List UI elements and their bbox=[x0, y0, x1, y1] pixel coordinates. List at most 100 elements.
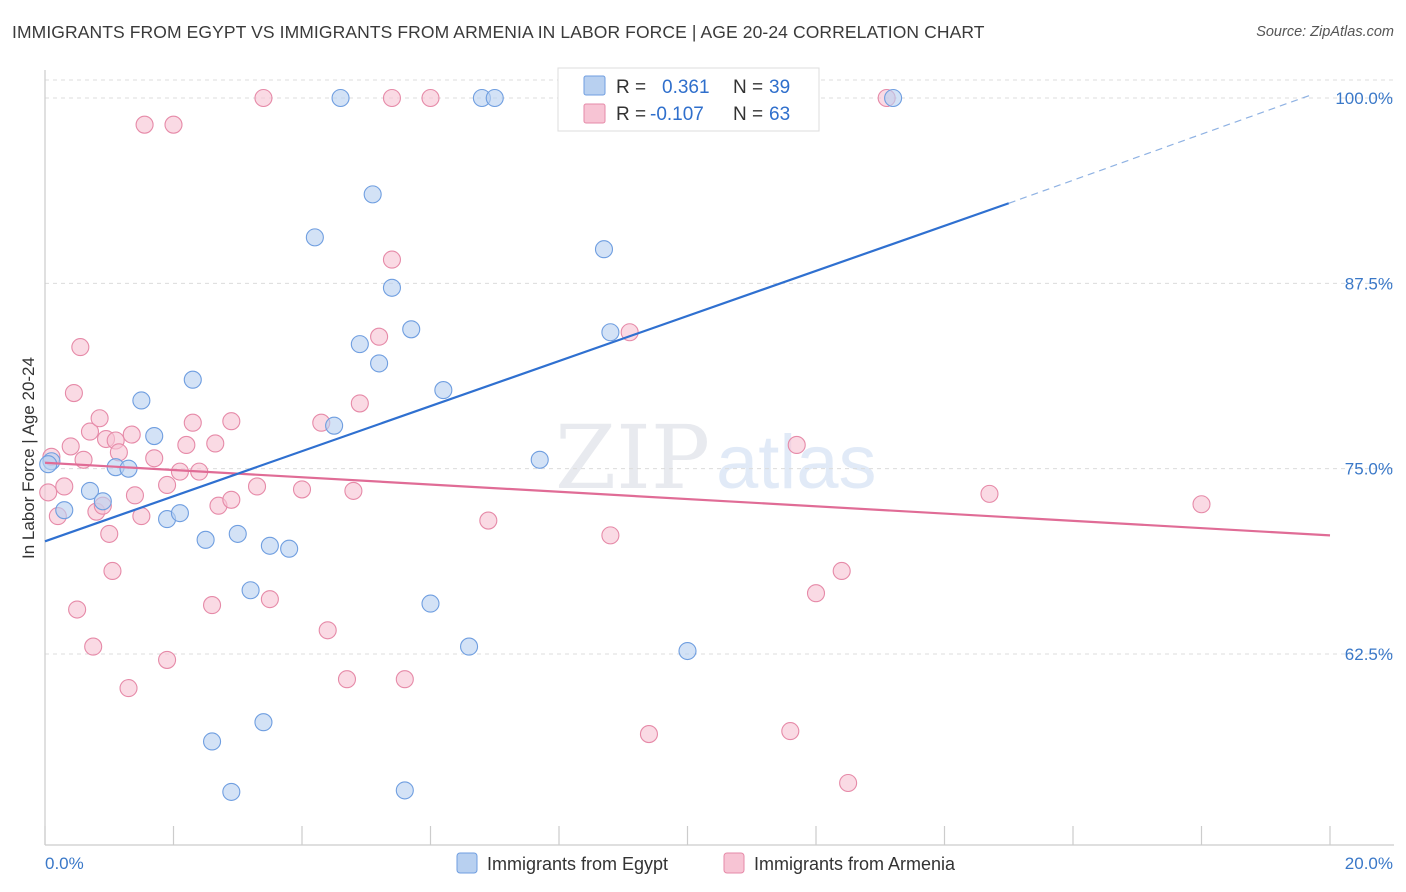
armenia-point bbox=[84, 637, 103, 656]
bottom-legend-swatch-armenia bbox=[723, 852, 745, 874]
armenia-point bbox=[68, 600, 87, 619]
armenia-point bbox=[80, 422, 100, 441]
egypt-point bbox=[196, 530, 215, 549]
egypt-point bbox=[260, 536, 279, 555]
armenia-point bbox=[421, 88, 440, 108]
armenia-point bbox=[90, 409, 109, 428]
armenia-point bbox=[318, 621, 337, 640]
series-legend: Immigrants from Egypt Immigrants from Ar… bbox=[456, 852, 956, 874]
egypt-point bbox=[678, 641, 697, 661]
egypt-point bbox=[145, 426, 164, 446]
armenia-point bbox=[395, 670, 414, 689]
armenia-point bbox=[122, 425, 141, 444]
armenia-point bbox=[370, 327, 389, 346]
series-egypt-points bbox=[39, 88, 903, 801]
legend-r-label-egypt: R = bbox=[616, 77, 646, 98]
armenia-point bbox=[158, 475, 177, 495]
egypt-point bbox=[132, 391, 151, 410]
egypt-point bbox=[305, 228, 324, 247]
armenia-point bbox=[806, 584, 826, 603]
egypt-point bbox=[601, 323, 620, 342]
armenia-point bbox=[222, 490, 241, 509]
legend-swatch-armenia bbox=[583, 103, 606, 124]
armenia-point bbox=[64, 384, 83, 403]
egypt-point bbox=[183, 370, 202, 389]
egypt-point bbox=[93, 492, 112, 511]
armenia-point bbox=[337, 670, 357, 689]
legend-n-label-egypt: N = bbox=[733, 77, 763, 98]
x-tick-label-min: 0.0% bbox=[45, 854, 84, 873]
source-credit: Source: ZipAtlas.com bbox=[1256, 24, 1394, 40]
egypt-trend-extension bbox=[1008, 94, 1311, 204]
legend-r-value-armenia: -0.107 bbox=[650, 104, 704, 125]
y-tick-label: 100.0% bbox=[1335, 89, 1393, 108]
y-axis-label: In Labor Force | Age 20-24 bbox=[19, 357, 38, 559]
x-tick-label-max: 20.0% bbox=[1345, 854, 1393, 873]
armenia-point bbox=[61, 437, 80, 456]
y-tick-label: 75.0% bbox=[1345, 460, 1393, 479]
watermark-zip: ZIP bbox=[555, 406, 710, 509]
armenia-point bbox=[832, 561, 851, 581]
armenia-point bbox=[247, 477, 267, 496]
watermark: ZIP atlas bbox=[555, 406, 877, 509]
armenia-point bbox=[980, 484, 999, 503]
egypt-point bbox=[203, 732, 222, 751]
armenia-point bbox=[350, 394, 369, 413]
egypt-point bbox=[402, 320, 421, 339]
egypt-point bbox=[395, 781, 414, 800]
armenia-point bbox=[222, 412, 241, 431]
armenia-point bbox=[344, 481, 363, 500]
egypt-point bbox=[485, 88, 504, 108]
armenia-point bbox=[177, 435, 196, 454]
bottom-legend-label-egypt: Immigrants from Egypt bbox=[487, 854, 668, 874]
armenia-point bbox=[100, 524, 119, 543]
y-tick-labels: 62.5% 75.0% 87.5% 100.0% bbox=[1335, 89, 1393, 664]
armenia-point bbox=[382, 88, 402, 108]
armenia-point bbox=[55, 477, 74, 496]
legend-n-value-armenia: 63 bbox=[769, 104, 790, 125]
armenia-trend-line bbox=[44, 461, 1331, 537]
armenia-point bbox=[292, 480, 312, 499]
armenia-point bbox=[639, 725, 659, 744]
stats-legend: R = 0.361 N = 39 R = -0.107 N = 63 bbox=[557, 67, 820, 132]
gridlines bbox=[45, 79, 1394, 655]
egypt-point bbox=[363, 185, 382, 204]
armenia-point bbox=[382, 250, 402, 269]
egypt-point bbox=[594, 240, 614, 259]
armenia-point bbox=[254, 88, 273, 108]
armenia-point bbox=[839, 773, 858, 793]
egypt-point bbox=[222, 782, 241, 801]
egypt-point bbox=[382, 278, 402, 297]
armenia-point bbox=[479, 511, 498, 530]
series-armenia-points bbox=[39, 88, 1211, 793]
egypt-point bbox=[55, 501, 74, 520]
y-tick-label: 87.5% bbox=[1345, 274, 1393, 293]
armenia-point bbox=[135, 115, 154, 134]
egypt-trend-line bbox=[44, 202, 1010, 543]
armenia-point bbox=[781, 722, 800, 741]
egypt-point bbox=[80, 481, 100, 500]
legend-n-value-egypt: 39 bbox=[769, 77, 790, 98]
egypt-point bbox=[254, 713, 273, 732]
armenia-point bbox=[787, 435, 806, 454]
x-axis-ticks bbox=[44, 826, 1331, 845]
egypt-point bbox=[325, 416, 344, 435]
egypt-point bbox=[170, 504, 189, 523]
armenia-point bbox=[158, 650, 177, 669]
armenia-point bbox=[103, 561, 122, 581]
egypt-point bbox=[331, 88, 350, 108]
egypt-point bbox=[530, 450, 549, 469]
egypt-point bbox=[434, 381, 453, 400]
armenia-point bbox=[183, 413, 202, 432]
armenia-point bbox=[601, 526, 620, 545]
egypt-point bbox=[421, 594, 440, 613]
egypt-point bbox=[350, 335, 369, 354]
armenia-point bbox=[206, 434, 225, 453]
legend-swatch-egypt bbox=[583, 75, 606, 96]
chart-title: IMMIGRANTS FROM EGYPT VS IMMIGRANTS FROM… bbox=[12, 22, 985, 42]
bottom-legend-label-armenia: Immigrants from Armenia bbox=[754, 854, 956, 874]
armenia-point bbox=[39, 483, 58, 502]
bottom-legend-swatch-egypt bbox=[456, 852, 478, 874]
armenia-point bbox=[203, 596, 222, 615]
